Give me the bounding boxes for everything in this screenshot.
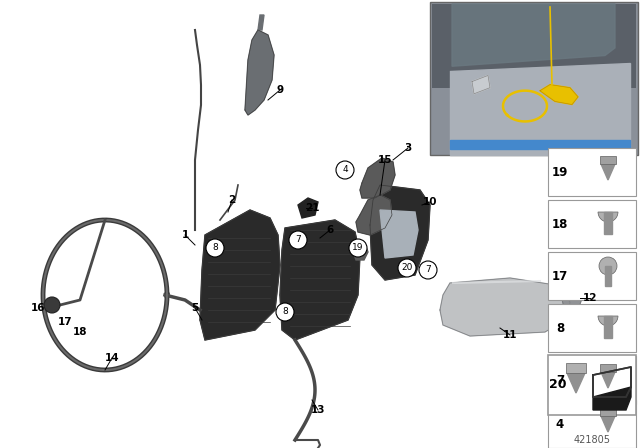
Circle shape	[206, 239, 224, 257]
Text: 5: 5	[191, 303, 198, 313]
Circle shape	[276, 303, 294, 321]
Bar	[548, 252, 636, 300]
Polygon shape	[356, 195, 392, 235]
Circle shape	[289, 231, 307, 249]
Circle shape	[44, 297, 60, 313]
Polygon shape	[601, 164, 615, 180]
Bar	[548, 355, 636, 415]
Text: 7: 7	[556, 374, 564, 387]
Text: 15: 15	[378, 155, 392, 165]
Text: 21: 21	[305, 203, 319, 213]
Text: 7: 7	[295, 236, 301, 245]
Bar	[548, 148, 636, 196]
FancyBboxPatch shape	[430, 2, 638, 155]
Circle shape	[349, 239, 367, 257]
Polygon shape	[601, 372, 615, 388]
Bar	[548, 400, 636, 448]
Circle shape	[336, 161, 354, 179]
Text: 17: 17	[58, 317, 72, 327]
Polygon shape	[604, 316, 612, 338]
Text: 8: 8	[282, 307, 288, 316]
Text: 13: 13	[311, 405, 325, 415]
Text: 16: 16	[31, 303, 45, 313]
Bar	[600, 156, 616, 164]
Polygon shape	[380, 210, 418, 258]
Polygon shape	[280, 220, 360, 340]
Bar	[548, 304, 636, 352]
Text: 4: 4	[556, 418, 564, 431]
Polygon shape	[604, 212, 612, 234]
Text: 9: 9	[276, 85, 284, 95]
Polygon shape	[298, 198, 318, 218]
Bar	[548, 356, 636, 404]
Text: 19: 19	[352, 244, 364, 253]
Text: 17: 17	[552, 270, 568, 283]
Circle shape	[398, 259, 416, 277]
Polygon shape	[200, 210, 280, 340]
Text: 8: 8	[556, 322, 564, 335]
Polygon shape	[245, 30, 274, 115]
Polygon shape	[440, 278, 570, 336]
Text: 1: 1	[181, 230, 189, 240]
Text: 4: 4	[342, 165, 348, 175]
Polygon shape	[472, 75, 490, 94]
Text: 11: 11	[503, 330, 517, 340]
Text: 2: 2	[228, 195, 236, 205]
Polygon shape	[567, 373, 585, 393]
Text: 20: 20	[549, 379, 567, 392]
Text: 12: 12	[583, 293, 597, 303]
Polygon shape	[601, 416, 615, 432]
Polygon shape	[370, 185, 430, 280]
Polygon shape	[258, 15, 264, 30]
Text: 10: 10	[423, 197, 437, 207]
Bar	[566, 363, 586, 373]
Wedge shape	[598, 212, 618, 222]
Text: 3: 3	[404, 143, 412, 153]
Bar	[600, 364, 616, 372]
Text: 14: 14	[105, 353, 119, 363]
Circle shape	[599, 257, 617, 275]
Polygon shape	[352, 242, 368, 260]
Bar	[548, 200, 636, 248]
Polygon shape	[560, 280, 582, 312]
Wedge shape	[598, 316, 618, 326]
Text: 19: 19	[552, 165, 568, 178]
Bar	[600, 408, 616, 416]
Text: 18: 18	[552, 217, 568, 231]
Text: 18: 18	[73, 327, 87, 337]
Polygon shape	[605, 266, 611, 286]
Text: 8: 8	[212, 244, 218, 253]
Text: 6: 6	[326, 225, 333, 235]
Polygon shape	[593, 367, 631, 397]
Circle shape	[419, 261, 437, 279]
Polygon shape	[593, 387, 631, 410]
Text: 421805: 421805	[573, 435, 611, 445]
Polygon shape	[450, 140, 630, 149]
FancyBboxPatch shape	[432, 4, 636, 88]
Text: 20: 20	[401, 263, 413, 272]
Polygon shape	[452, 4, 615, 66]
Polygon shape	[360, 158, 395, 198]
Polygon shape	[450, 63, 630, 155]
Text: 7: 7	[425, 266, 431, 275]
Polygon shape	[540, 85, 578, 104]
